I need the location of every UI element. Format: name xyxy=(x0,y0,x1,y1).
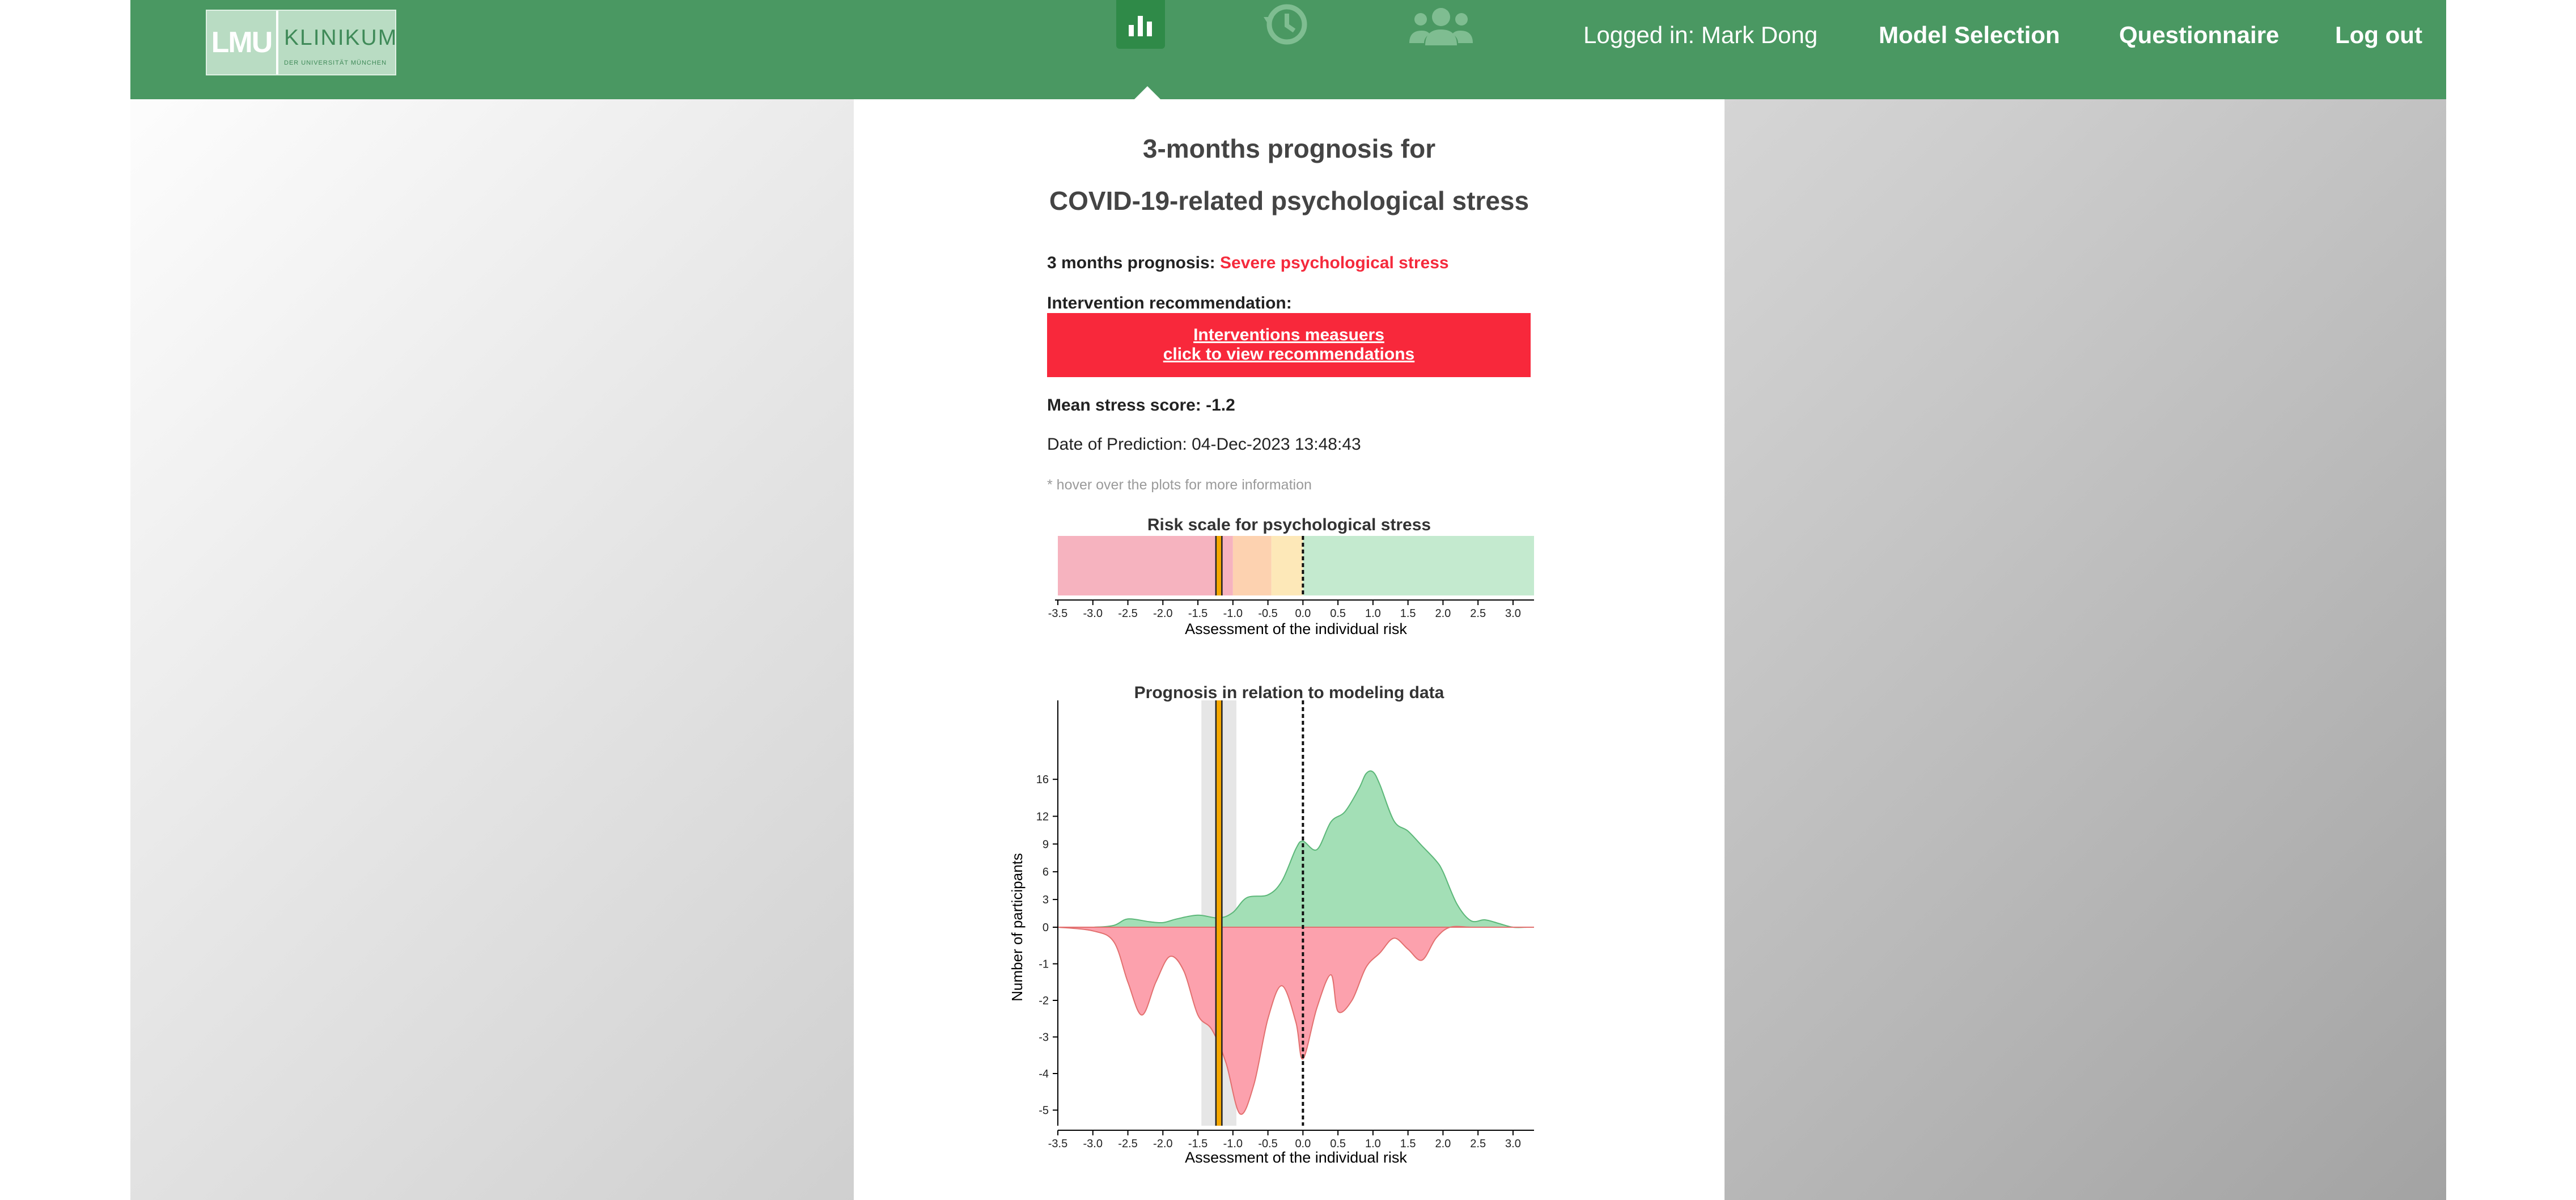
risk-band xyxy=(1271,536,1303,595)
x-tick-label: 1.0 xyxy=(1365,1138,1381,1150)
x-tick-label: -1.0 xyxy=(1223,1138,1243,1150)
x-tick-label: 1.5 xyxy=(1400,607,1416,620)
prognosis-panel: 3-months prognosis for COVID-19-related … xyxy=(854,99,1725,1200)
x-tick-label: 2.0 xyxy=(1435,1138,1451,1150)
risk-band xyxy=(1303,536,1534,595)
intervention-recommendation-button[interactable]: Interventions measuers click to view rec… xyxy=(1047,313,1531,377)
logo-klinikum-text: KLINIKUM xyxy=(284,26,398,50)
x-tick-label: -3.5 xyxy=(1048,607,1067,620)
distribution-chart[interactable]: 16 12 9 6 3 0 -1 -2 -3 -4 -5 Number of participants… xyxy=(990,700,1557,1199)
x-tick-label: 0.5 xyxy=(1330,1138,1346,1150)
y-axis-label: Number of participants xyxy=(1009,853,1026,1002)
lmu-klinikum-logo[interactable]: LMU KLINIKUM DER UNIVERSITÄT MÜNCHEN xyxy=(206,10,396,75)
x-tick-label: 3.0 xyxy=(1505,1138,1521,1150)
logo-lmu-text: LMU xyxy=(207,11,278,74)
users-icon[interactable] xyxy=(1407,0,1475,49)
app-background: LMU KLINIKUM DER UNIVERSITÄT MÜNCHEN xyxy=(130,0,2446,1200)
questionnaire-link[interactable]: Questionnaire xyxy=(2119,22,2280,48)
hover-hint: * hover over the plots for more informat… xyxy=(1047,477,1312,493)
risk-scale-chart[interactable]: -3.5 -3.0 -2.5 -2.0 -1.5 -1.0 -0.5 0.0 0.5 1.0 1.5… xyxy=(1041,530,1551,695)
x-tick-label: 2.5 xyxy=(1470,607,1486,620)
bar-chart-icon[interactable] xyxy=(1116,0,1165,49)
x-tick-label: -2.5 xyxy=(1118,1138,1137,1150)
y-tick-label: 12 xyxy=(1036,810,1049,823)
intervention-line2: click to view recommendations xyxy=(1163,345,1415,364)
y-tick-label: -1 xyxy=(1039,958,1049,971)
x-axis-label: Assessment of the individual risk xyxy=(1185,620,1407,637)
risk-band xyxy=(1058,536,1233,595)
x-tick-label: -0.5 xyxy=(1258,607,1277,620)
positive-distribution-area xyxy=(1057,770,1527,928)
model-selection-link[interactable]: Model Selection xyxy=(1879,22,2060,48)
x-tick-label: -1.0 xyxy=(1223,607,1243,620)
negative-distribution-area xyxy=(1057,926,1527,1115)
prognosis-row: 3 months prognosis: Severe psychological… xyxy=(1047,253,1449,273)
nav-caret xyxy=(1134,86,1161,100)
risk-scale-title: Risk scale for psychological stress xyxy=(1147,516,1431,534)
x-tick-label: -3.0 xyxy=(1083,607,1103,620)
prognosis-value: Severe psychological stress xyxy=(1220,253,1449,272)
y-tick-label: -3 xyxy=(1039,1032,1049,1044)
y-tick-label: 3 xyxy=(1043,894,1049,906)
prediction-date: Date of Prediction: 04-Dec-2023 13:48:43 xyxy=(1047,435,1361,454)
page-title-line2: COVID-19-related psychological stress xyxy=(1049,186,1530,216)
y-tick-label: -4 xyxy=(1039,1068,1049,1080)
x-tick-label: 1.5 xyxy=(1400,1138,1416,1150)
y-tick-label: 9 xyxy=(1043,838,1049,851)
history-icon[interactable] xyxy=(1261,0,1310,49)
x-tick-label: -1.5 xyxy=(1188,607,1208,620)
logged-in-label: Logged in: Mark Dong xyxy=(1583,22,1818,48)
y-tick-label: 16 xyxy=(1036,774,1049,786)
x-tick-label: 0.0 xyxy=(1295,1138,1311,1150)
mean-stress-score: Mean stress score: -1.2 xyxy=(1047,396,1235,415)
x-tick-label: 2.0 xyxy=(1435,607,1451,620)
page-title-line1: 3-months prognosis for xyxy=(1142,134,1436,163)
risk-band xyxy=(1232,536,1272,595)
y-tick-label: -5 xyxy=(1039,1105,1049,1117)
x-tick-label: -1.5 xyxy=(1188,1138,1208,1150)
logout-link[interactable]: Log out xyxy=(2335,22,2422,48)
x-axis-label: Assessment of the individual risk xyxy=(1185,1149,1407,1166)
intervention-label: Intervention recommendation: xyxy=(1047,294,1292,312)
logo-subtitle: DER UNIVERSITÄT MÜNCHEN xyxy=(284,60,387,66)
y-tick-label: 6 xyxy=(1043,866,1049,878)
x-tick-label: -3.0 xyxy=(1083,1138,1103,1150)
x-tick-label: -2.5 xyxy=(1118,607,1137,620)
x-tick-label: 0.5 xyxy=(1330,607,1346,620)
distribution-chart-title: Prognosis in relation to modeling data xyxy=(1134,683,1444,702)
marker-line xyxy=(1217,700,1222,1126)
x-tick-label: -3.5 xyxy=(1048,1138,1067,1150)
x-tick-label: 2.5 xyxy=(1470,1138,1486,1150)
x-tick-label: 3.0 xyxy=(1505,607,1521,620)
x-tick-label: -2.0 xyxy=(1153,607,1172,620)
x-tick-label: 0.0 xyxy=(1295,607,1311,620)
x-tick-label: -0.5 xyxy=(1258,1138,1277,1150)
intervention-line1: Interventions measuers xyxy=(1193,326,1384,344)
x-tick-label: 1.0 xyxy=(1365,607,1381,620)
prognosis-label: 3 months prognosis: xyxy=(1047,253,1215,272)
x-tick-label: -2.0 xyxy=(1153,1138,1172,1150)
y-tick-label: -2 xyxy=(1039,995,1049,1007)
y-tick-label: 0 xyxy=(1043,922,1049,934)
marker-line xyxy=(1217,536,1222,595)
top-navigation-bar: LMU KLINIKUM DER UNIVERSITÄT MÜNCHEN xyxy=(130,0,2446,100)
